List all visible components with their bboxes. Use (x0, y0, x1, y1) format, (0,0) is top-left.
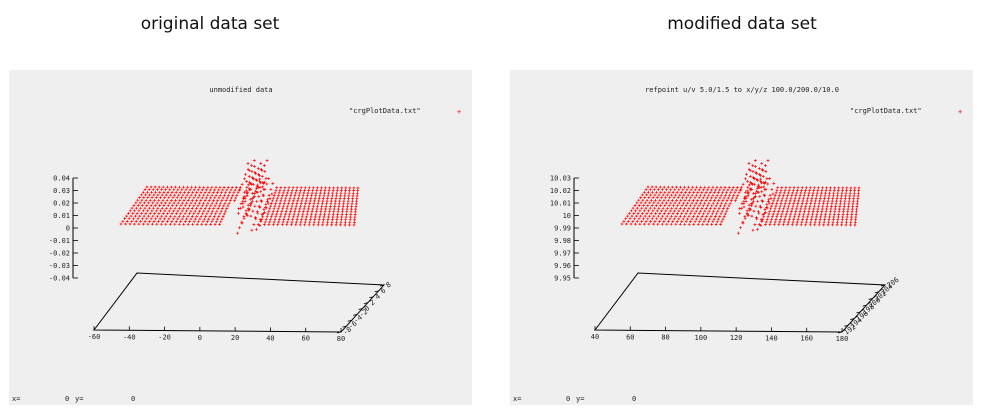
z-tick-label: 10 (563, 212, 571, 220)
z-axis: 0.04 0.03 0.02 0.01 0 -0.01 -0.02 -0.03 -0.04 (49, 175, 78, 283)
z-tick-label: 0.02 (53, 200, 70, 208)
y-tick-mark (374, 290, 379, 293)
y-tick-label: 0 (363, 304, 371, 313)
y-tick-label: 206 (886, 276, 901, 290)
data-points (119, 159, 360, 235)
z-tick-label: 9.99 (554, 225, 571, 233)
x-tick-label: 60 (301, 335, 309, 343)
z-tick-label: 10.03 (550, 175, 571, 183)
y-tick-mark (874, 291, 879, 294)
y-tick-label: -2 (358, 308, 370, 319)
x-tick-label: 160 (800, 335, 813, 343)
y-tick-mark (358, 308, 363, 310)
x-tick-label: 20 (231, 334, 239, 342)
status-x-value: 0 (65, 395, 69, 403)
plot-title: refpoint u/v 5.0/1.5 to x/y/z 100.0/200.… (645, 86, 839, 94)
x-axis-ticks: 40 60 80 100 120 140 160 180 (591, 326, 849, 343)
y-tick-mark (862, 304, 867, 307)
y-tick-mark (837, 331, 843, 334)
z-tick-label: -0.04 (49, 275, 70, 283)
status-x-value: 0 (566, 395, 570, 403)
z-tick-label: -0.03 (49, 262, 70, 270)
y-tick-mark (379, 284, 385, 287)
data-points (620, 159, 861, 235)
y-tick-mark (369, 296, 374, 299)
z-tick-label: 10.02 (550, 187, 571, 195)
z-tick-label: 9.96 (554, 262, 571, 270)
y-tick-label: -8 (342, 325, 354, 336)
caption-original: original data set (140, 14, 280, 34)
z-tick-label: 9.98 (554, 237, 571, 245)
status-x-label: x= (513, 395, 521, 403)
z-tick-label: -0.01 (49, 237, 70, 245)
x-tick-label: 140 (765, 334, 778, 342)
y-tick-label: -6 (347, 319, 359, 330)
x-axis-ticks: -60 -40 -20 0 20 40 60 80 (88, 326, 345, 343)
status-y-value: 0 (632, 395, 636, 403)
status-y-value: 0 (131, 395, 135, 403)
y-tick-mark (868, 298, 873, 300)
caption-modified: modified data set (667, 14, 817, 34)
legend-label: "crgPlotData.txt" (850, 107, 922, 115)
x-tick-label: -40 (123, 333, 136, 341)
x-tick-label: 40 (266, 334, 274, 342)
z-tick-label: 0.01 (53, 212, 70, 220)
legend-marker: + (958, 108, 962, 116)
z-tick-label: 9.95 (554, 275, 571, 283)
x-tick-label: 80 (337, 335, 345, 343)
base-box-outline (594, 272, 887, 333)
y-tick-mark (353, 313, 358, 316)
y-tick-mark (856, 311, 861, 314)
y-tick-label: -4 (352, 313, 364, 324)
plot-original: unmodified data "crgPlotData.txt" + 0.04… (12, 86, 461, 403)
plot-panel-modified: refpoint u/v 5.0/1.5 to x/y/z 100.0/200.… (510, 70, 973, 405)
x-tick-label: 120 (730, 334, 743, 342)
point-markers (119, 159, 360, 235)
point-markers (620, 159, 861, 235)
y-tick-label: 8 (385, 281, 393, 290)
plot-panel-original: unmodified data "crgPlotData.txt" + 0.04… (9, 70, 472, 405)
x-tick-label: 60 (626, 333, 634, 341)
legend-label: "crgPlotData.txt" (349, 107, 421, 115)
status-x-label: x= (12, 395, 20, 403)
x-tick-label: 40 (591, 333, 599, 341)
y-tick-mark (342, 325, 347, 328)
plot-modified: refpoint u/v 5.0/1.5 to x/y/z 100.0/200.… (513, 86, 962, 403)
status-y-label: y= (576, 395, 584, 403)
base-box (594, 272, 887, 333)
base-box-outline (93, 272, 386, 333)
y-tick-mark (363, 302, 368, 305)
base-box (93, 272, 386, 333)
z-tick-label: 0.03 (53, 187, 70, 195)
z-tick-label: 9.97 (554, 250, 571, 258)
y-tick-label: 6 (379, 287, 387, 296)
x-tick-label: -20 (158, 334, 171, 342)
plot-title: unmodified data (209, 86, 272, 94)
z-tick-label: 0 (66, 225, 70, 233)
z-axis: 10.03 10.02 10.01 10 9.99 9.98 9.97 9.96 9.95 (550, 175, 579, 283)
y-tick-mark (844, 324, 849, 327)
z-tick-label: -0.02 (49, 250, 70, 258)
z-tick-label: 0.04 (53, 175, 70, 183)
x-tick-label: -60 (88, 333, 101, 341)
y-tick-label: 2 (368, 298, 376, 307)
y-tick-label: 4 (374, 292, 382, 301)
z-tick-label: 10.01 (550, 200, 571, 208)
y-tick-mark (336, 331, 342, 334)
y-tick-mark (347, 319, 352, 322)
legend-marker: + (457, 108, 461, 116)
status-y-label: y= (75, 395, 83, 403)
y-tick-mark (850, 318, 855, 320)
x-tick-label: 100 (695, 334, 708, 342)
x-tick-label: 180 (836, 335, 849, 343)
x-tick-label: 0 (198, 334, 202, 342)
y-tick-mark (880, 284, 886, 287)
x-tick-label: 80 (661, 334, 669, 342)
